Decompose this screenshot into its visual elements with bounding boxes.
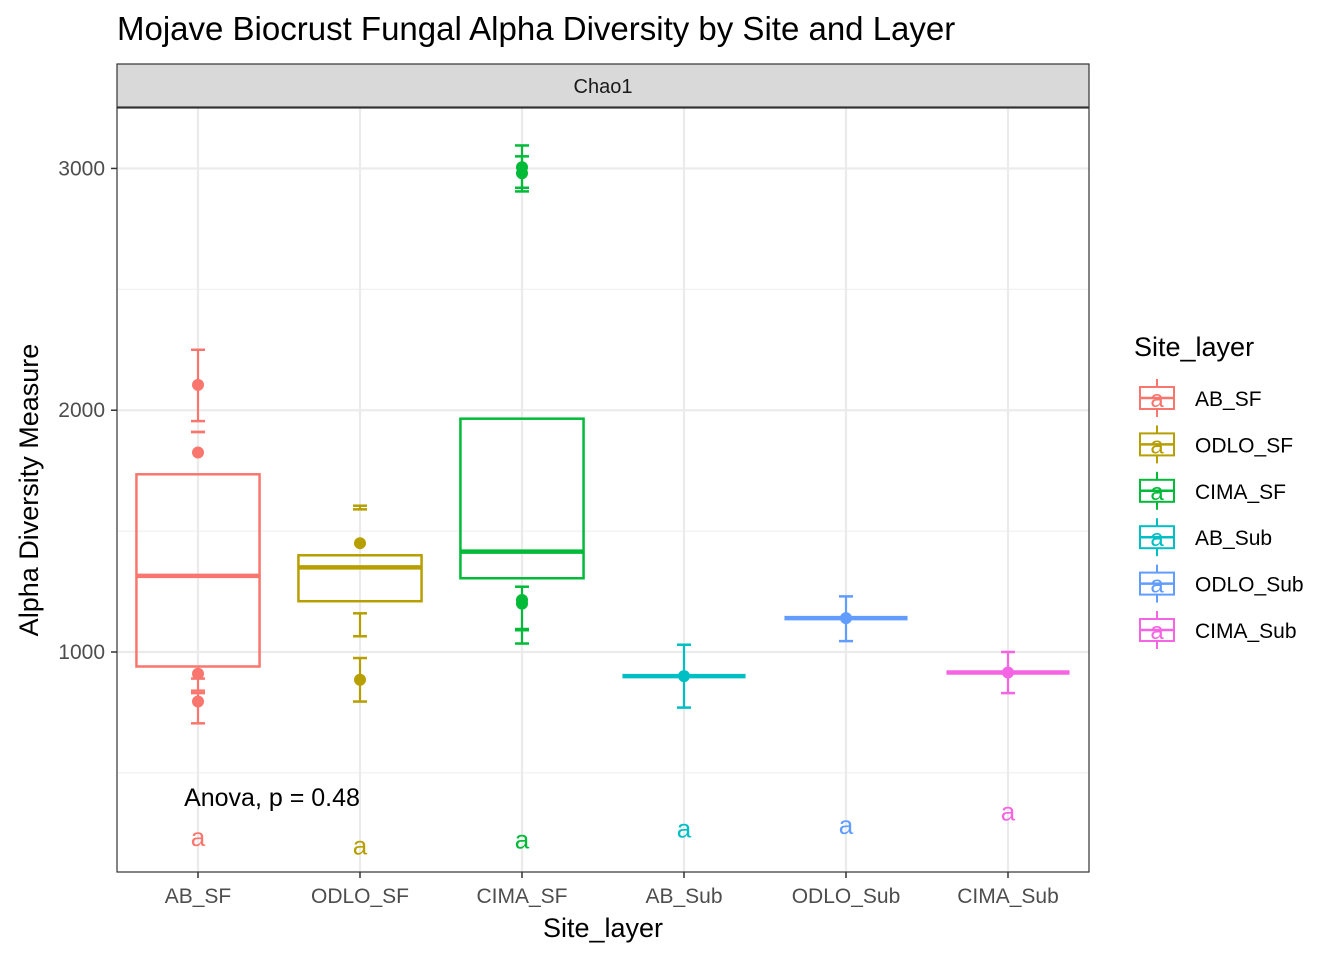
series-group-AB_SF bbox=[135, 348, 261, 725]
legend-label: CIMA_SF bbox=[1195, 481, 1286, 504]
y-tick-label: 3000 bbox=[58, 157, 105, 180]
legend-label: AB_SF bbox=[1195, 388, 1262, 411]
series-group-CIMA_Sub bbox=[946, 650, 1070, 695]
series-group-ODLO_Sub bbox=[784, 595, 908, 643]
legend-label: ODLO_Sub bbox=[1195, 574, 1304, 597]
plot-panel bbox=[117, 108, 1089, 872]
letter-layer: a a a a a a bbox=[191, 797, 1016, 861]
point-ODLO_Sub bbox=[840, 612, 852, 625]
chart-title: Mojave Biocrust Fungal Alpha Diversity b… bbox=[117, 10, 955, 47]
point-AB_SF bbox=[192, 378, 204, 391]
legend-letter: a bbox=[1150, 386, 1164, 413]
legend-letter: a bbox=[1150, 572, 1164, 599]
group-letter-CIMA_SF: a bbox=[515, 824, 530, 854]
x-axis-title: Site_layer bbox=[543, 913, 663, 943]
facet-strip bbox=[116, 63, 1090, 108]
point-AB_Sub bbox=[678, 670, 690, 683]
group-letter-CIMA_Sub: a bbox=[1001, 797, 1016, 827]
legend-item-AB_Sub: a AB_Sub bbox=[1139, 518, 1272, 557]
legend-item-AB_SF: a AB_SF bbox=[1139, 379, 1262, 417]
point-CIMA_SF bbox=[516, 597, 528, 610]
point-CIMA_Sub bbox=[1002, 666, 1014, 679]
point-AB_SF bbox=[192, 446, 204, 459]
facet-label: Chao1 bbox=[574, 76, 633, 98]
legend-label: AB_Sub bbox=[1195, 527, 1272, 550]
series-group-AB_Sub bbox=[622, 643, 746, 709]
grid-lines bbox=[117, 108, 1089, 872]
legend-item-ODLO_SF: a ODLO_SF bbox=[1139, 425, 1293, 464]
legend-item-CIMA_Sub: a CIMA_Sub bbox=[1139, 611, 1297, 649]
x-tick-label: CIMA_Sub bbox=[957, 885, 1059, 908]
x-tick-label: AB_Sub bbox=[645, 885, 722, 908]
group-letter-AB_Sub: a bbox=[677, 813, 692, 843]
box-AB_SF bbox=[135, 473, 261, 668]
point-ODLO_SF bbox=[354, 537, 366, 550]
legend-letter: a bbox=[1150, 479, 1164, 506]
y-axis-title: Alpha Diversity Measure bbox=[14, 344, 44, 637]
anova-annotation: Anova, p = 0.48 bbox=[184, 784, 360, 812]
legend-item-ODLO_Sub: a ODLO_Sub bbox=[1139, 564, 1304, 603]
legend-label: CIMA_Sub bbox=[1195, 620, 1297, 643]
legend-letter: a bbox=[1150, 525, 1164, 552]
series-group-ODLO_SF bbox=[297, 504, 423, 703]
legend-label: ODLO_SF bbox=[1195, 434, 1293, 457]
group-letter-ODLO_SF: a bbox=[353, 830, 368, 860]
point-ODLO_SF bbox=[354, 673, 366, 686]
legend-item-CIMA_SF: a CIMA_SF bbox=[1139, 471, 1286, 510]
point-AB_SF bbox=[192, 695, 204, 708]
box-layer bbox=[135, 144, 1070, 725]
series-group-CIMA_SF bbox=[459, 144, 585, 645]
box-ODLO_SF bbox=[297, 554, 423, 603]
x-tick-label: ODLO_Sub bbox=[792, 885, 901, 908]
group-letter-AB_SF: a bbox=[191, 822, 206, 852]
group-letter-ODLO_Sub: a bbox=[839, 810, 854, 840]
legend-title: Site_layer bbox=[1134, 332, 1254, 362]
axes: 1000 2000 3000 AB_SF ODLO_SF CIMA_SF AB_Sub ODL… bbox=[58, 157, 1058, 908]
legend-letter: a bbox=[1150, 432, 1164, 459]
x-tick-label: ODLO_SF bbox=[311, 885, 409, 908]
y-tick-label: 1000 bbox=[58, 641, 105, 664]
x-tick-label: AB_SF bbox=[165, 885, 232, 908]
legend-letter: a bbox=[1150, 618, 1164, 645]
box-CIMA_SF bbox=[459, 417, 585, 580]
x-tick-label: CIMA_SF bbox=[476, 885, 567, 908]
plot-panel-border bbox=[116, 107, 1090, 873]
point-CIMA_SF bbox=[516, 167, 528, 180]
point-AB_SF bbox=[192, 667, 204, 680]
y-tick-label: 2000 bbox=[58, 399, 105, 422]
